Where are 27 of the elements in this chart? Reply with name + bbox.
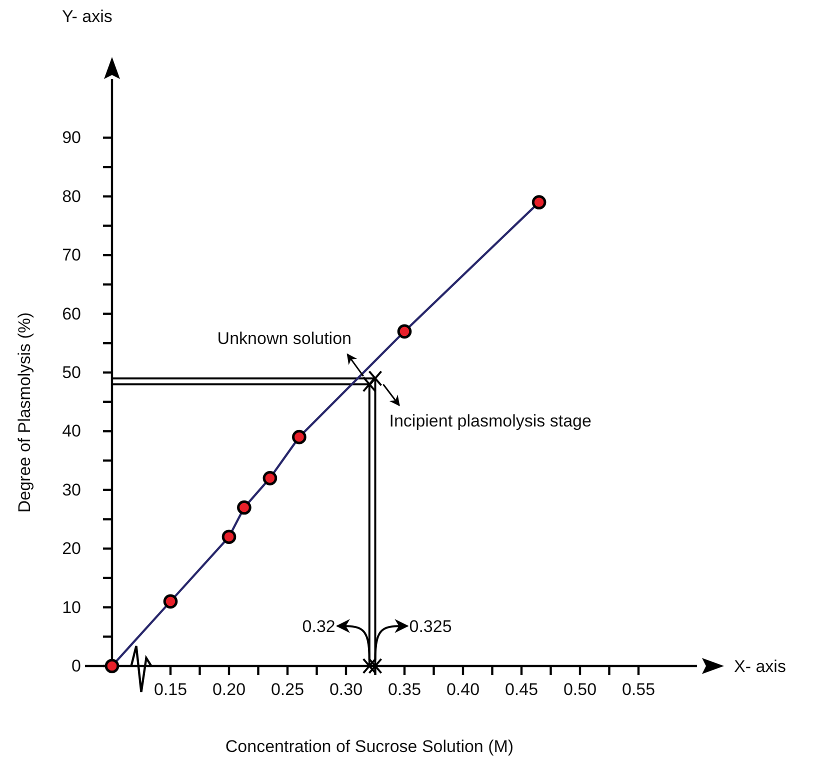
x-tick-label: 0.15 [154,680,188,700]
y-tick-label: 80 [62,186,81,206]
x-tick-label: 0.50 [563,680,597,700]
y-tick-label: 60 [62,304,81,324]
x-axis-title: Concentration of Sucrose Solution (M) [225,737,514,756]
y-axis-title: Degree of Plasmolysis (%) [15,312,34,513]
y-tick-label: 10 [62,598,81,617]
x-tick-label: 0.35 [388,680,422,700]
x-tick-label: 0.40 [446,680,480,700]
x-tick-label: 0.25 [270,680,304,700]
x-tick-label: 0.45 [504,680,538,700]
y-tick-label: 90 [62,128,81,148]
x-tick-label: 0.20 [212,680,246,700]
y-tick-label: 70 [62,246,81,265]
y-tick-label: 20 [62,539,81,558]
x-tick-label: 0.55 [622,680,656,700]
annotation: Incipient plasmolysis stage [389,411,592,430]
ref-line-label: 0.32 [302,616,336,636]
ref-line-label: 0.325 [409,616,452,636]
x-tick-label: 0.30 [329,680,363,700]
y-tick-label: 40 [62,422,81,441]
y-tick-label: 30 [62,480,81,500]
y-tick-label: 0 [72,656,81,676]
y-tick-label: 50 [62,362,81,382]
text: Y- axis [62,7,112,26]
text: X- axis [734,656,786,676]
annotation: Unknown solution [217,329,352,348]
